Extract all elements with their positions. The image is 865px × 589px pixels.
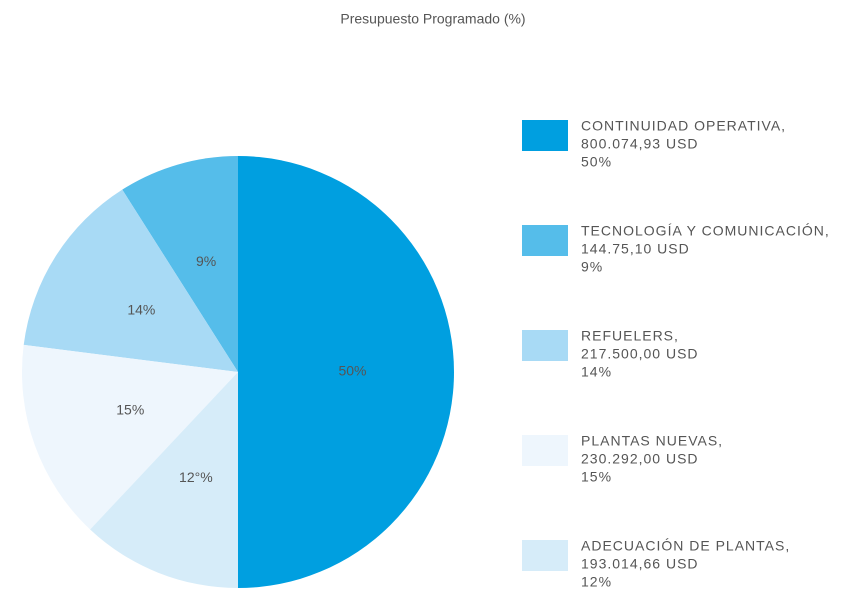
legend-percent: 12%	[581, 574, 612, 589]
legend-name: CONTINUIDAD OPERATIVA,	[581, 118, 786, 134]
slice-label: 12°%	[179, 469, 213, 485]
legend-amount: 144.75,10 USD	[581, 241, 690, 257]
legend-amount: 217.500,00 USD	[581, 346, 699, 362]
legend-swatch	[522, 225, 568, 256]
slice-label: 50%	[338, 363, 366, 379]
legend-amount: 800.074,93 USD	[581, 136, 699, 152]
pie-slice	[23, 189, 239, 372]
legend-amount: 230.292,00 USD	[581, 451, 699, 467]
slice-label: 14%	[127, 301, 155, 317]
pie-slice	[122, 156, 238, 372]
legend-percent: 14%	[581, 364, 612, 380]
legend-percent: 15%	[581, 469, 612, 485]
pie-slice	[90, 372, 239, 588]
legend-swatch	[522, 435, 568, 466]
chart-title: Presupuesto Programado (%)	[340, 11, 525, 27]
legend-swatch	[522, 540, 568, 571]
slice-label: 15%	[116, 401, 144, 417]
legend-amount: 193.014,66 USD	[581, 556, 699, 572]
legend-name: ADECUACIÓN DE PLANTAS,	[581, 538, 790, 554]
pie-slice	[22, 344, 239, 530]
slice-label: 9%	[196, 253, 216, 269]
legend-percent: 50%	[581, 154, 612, 170]
legend-percent: 9%	[581, 259, 603, 275]
legend-name: PLANTAS NUEVAS,	[581, 433, 723, 449]
legend-name: TECNOLOGÍA Y COMUNICACIÓN,	[581, 223, 830, 239]
legend-swatch	[522, 330, 568, 361]
pie-slice	[238, 156, 454, 588]
legend-name: REFUELERS,	[581, 328, 679, 344]
legend-swatch	[522, 120, 568, 151]
